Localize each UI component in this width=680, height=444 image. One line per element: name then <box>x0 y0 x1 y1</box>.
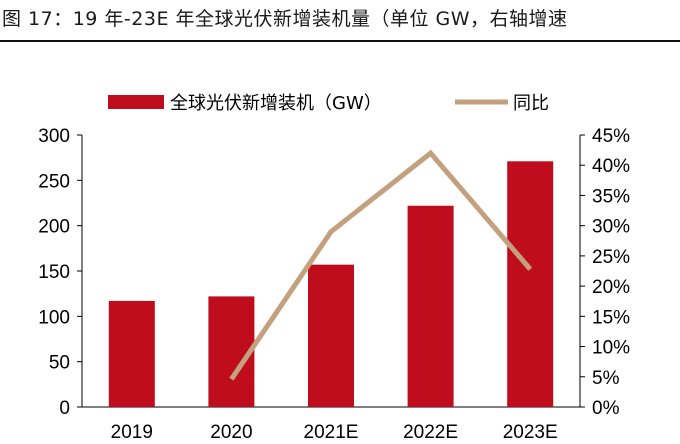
legend-bar-label: 全球光伏新增装机（GW） <box>170 93 382 114</box>
plot-area: 0 50 100 150 200 250 300 0% 5% 10% 15% 20% 25% 30% 35%… <box>38 126 630 443</box>
left-tick-label: 200 <box>38 217 70 238</box>
right-tick-label: 40% <box>592 156 630 177</box>
right-tick-label: 30% <box>592 217 630 238</box>
left-tick-label: 50 <box>49 353 70 374</box>
bar <box>108 300 155 407</box>
x-tick-label: 2023E <box>503 422 558 443</box>
right-tick-label: 0% <box>592 398 620 419</box>
x-tick-label: 2021E <box>304 422 359 443</box>
right-tick-label: 45% <box>592 126 630 147</box>
left-tick-label: 250 <box>38 171 70 192</box>
figure-title: 图 17：19 年-23E 年全球光伏新增装机量（单位 GW，右轴增速 <box>2 8 568 30</box>
title-rule <box>0 40 680 42</box>
bar <box>208 296 255 407</box>
growth-line <box>229 149 533 381</box>
x-tick-label: 2020 <box>210 422 252 443</box>
bar <box>507 161 554 407</box>
left-tick-label: 0 <box>59 398 70 419</box>
left-tick-label: 150 <box>38 262 70 283</box>
right-tick-label: 5% <box>592 368 620 389</box>
left-tick-label: 100 <box>38 307 70 328</box>
x-tick-label: 2022E <box>403 422 458 443</box>
legend-line-label: 同比 <box>513 93 549 114</box>
right-tick-label: 10% <box>592 338 630 359</box>
legend-bar-swatch <box>108 95 164 109</box>
right-tick-label: 25% <box>592 247 630 268</box>
bar <box>407 205 454 407</box>
right-tick-label: 20% <box>592 277 630 298</box>
right-tick-label: 35% <box>592 186 630 207</box>
bar <box>308 264 354 407</box>
right-tick-label: 15% <box>592 307 630 328</box>
legend: 全球光伏新增装机（GW） 同比 <box>108 93 549 114</box>
left-tick-label: 300 <box>38 126 70 147</box>
x-tick-label: 2019 <box>111 422 153 443</box>
